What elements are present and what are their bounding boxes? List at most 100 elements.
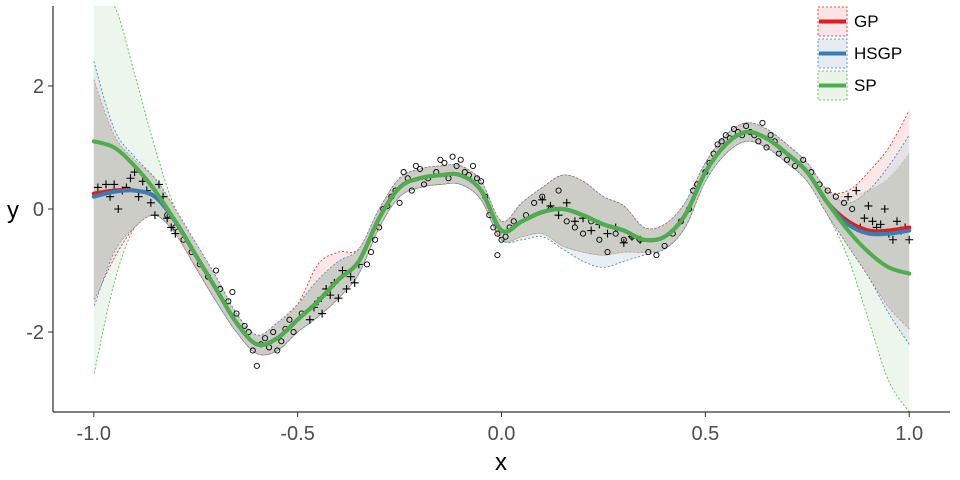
point-circle xyxy=(213,267,220,274)
band-lower-gp xyxy=(93,140,910,356)
band-hsgp xyxy=(93,61,910,355)
point-circle xyxy=(441,159,448,166)
point-plus xyxy=(334,294,343,303)
y-ticks: -2 0 2 xyxy=(26,76,53,344)
x-tick-label: -1.0 xyxy=(77,423,111,445)
point-circle xyxy=(653,252,660,259)
legend: GP HSGP SP xyxy=(817,6,902,101)
point-circle xyxy=(502,233,509,240)
point-circle xyxy=(840,199,848,206)
point-circle xyxy=(363,261,371,268)
point-circle xyxy=(270,328,277,336)
point-plus xyxy=(114,205,123,213)
point-plus xyxy=(880,205,889,213)
point-circle xyxy=(849,205,856,213)
point-circle xyxy=(722,132,729,139)
point-plus xyxy=(338,266,347,275)
point-circle xyxy=(469,162,477,169)
point-circle xyxy=(225,298,232,305)
point-circle xyxy=(416,165,424,173)
point-circle xyxy=(718,138,725,145)
x-ticks: -1.0 -0.5 0.0 0.5 1.0 xyxy=(77,412,923,445)
point-plus xyxy=(342,284,351,293)
point-plus xyxy=(876,220,885,229)
point-circle xyxy=(824,187,831,194)
axes xyxy=(52,6,950,413)
point-circle xyxy=(241,322,248,329)
point-circle xyxy=(412,162,419,169)
point-plus xyxy=(852,186,861,195)
point-circle xyxy=(759,119,766,126)
point-circle xyxy=(792,162,799,169)
point-plus xyxy=(346,272,355,281)
point-plus xyxy=(305,315,314,324)
point-plus xyxy=(562,198,571,207)
point-circle xyxy=(249,347,256,354)
point-circle xyxy=(783,156,790,163)
point-circle xyxy=(563,218,570,225)
point-circle xyxy=(800,156,807,163)
point-circle xyxy=(832,193,839,200)
point-circle xyxy=(278,338,285,345)
legend-label-hsgp: HSGP xyxy=(854,44,902,63)
point-circle xyxy=(494,252,501,259)
point-circle xyxy=(261,335,269,342)
point-circle xyxy=(253,362,260,369)
point-circle xyxy=(290,328,297,336)
legend-label-gp: GP xyxy=(854,12,879,31)
point-circle xyxy=(274,347,281,354)
point-circle xyxy=(449,153,456,160)
point-circle xyxy=(286,316,293,323)
point-plus xyxy=(171,229,180,238)
point-plus xyxy=(167,223,176,232)
line-sp xyxy=(91,129,912,348)
legend-label-sp: SP xyxy=(854,76,877,95)
point-plus xyxy=(538,195,547,204)
point-plus xyxy=(554,211,563,220)
point-circle xyxy=(461,169,468,176)
y-axis-title: y xyxy=(7,197,19,224)
point-plus xyxy=(130,168,139,177)
point-plus xyxy=(326,291,335,300)
point-circle xyxy=(396,199,403,206)
point-circle xyxy=(555,187,562,194)
point-circle xyxy=(645,249,652,256)
point-circle xyxy=(661,242,668,249)
band-gp xyxy=(93,79,910,355)
point-plus xyxy=(93,183,102,192)
point-plus xyxy=(318,309,327,318)
x-tick-label: 0.0 xyxy=(488,423,516,445)
point-plus xyxy=(587,226,596,235)
point-plus xyxy=(155,180,164,189)
point-plus xyxy=(134,192,143,201)
point-circle xyxy=(767,132,774,139)
point-circle xyxy=(478,178,485,185)
point-plus xyxy=(892,217,901,226)
point-circle xyxy=(498,236,505,243)
y-tick-label: 0 xyxy=(33,199,44,221)
point-circle xyxy=(229,288,236,296)
point-circle xyxy=(531,199,538,206)
confidence-bands xyxy=(93,6,910,412)
x-tick-label: -0.5 xyxy=(280,423,314,445)
point-circle xyxy=(730,125,737,133)
point-plus xyxy=(150,211,159,220)
point-circle xyxy=(755,138,762,145)
point-circle xyxy=(604,249,611,256)
point-circle xyxy=(714,141,721,148)
x-tick-label: 0.5 xyxy=(691,423,719,445)
point-plus xyxy=(868,217,877,226)
point-circle xyxy=(473,175,481,182)
point-plus xyxy=(905,235,914,244)
point-plus xyxy=(102,180,111,189)
band-lower-hsgp xyxy=(93,140,910,356)
point-plus xyxy=(603,229,612,238)
series-lines xyxy=(91,129,912,348)
point-circle xyxy=(763,144,770,151)
point-circle xyxy=(453,162,460,169)
point-circle xyxy=(775,150,782,157)
x-tick-label: 1.0 xyxy=(895,423,923,445)
point-circle xyxy=(457,156,464,163)
point-circle xyxy=(372,236,379,243)
